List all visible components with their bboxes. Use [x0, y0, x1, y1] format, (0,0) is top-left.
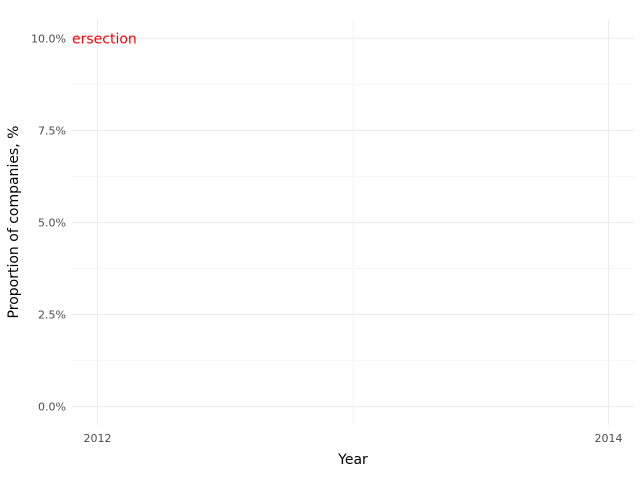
y-tick-label: 5.0%	[38, 217, 66, 230]
x-axis-title: Year	[337, 452, 368, 468]
y-axis-title: Proportion of companies, %	[6, 126, 22, 319]
y-tick-label: 10.0%	[31, 32, 66, 45]
y-tick-label: 7.5%	[38, 124, 66, 137]
y-axis-ticks: 0.0% 2.5% 5.0% 7.5% 10.0%	[31, 32, 66, 413]
y-tick-label: 2.5%	[38, 309, 66, 322]
x-tick-label: 2014	[594, 432, 622, 445]
y-tick-label: 0.0%	[38, 401, 66, 414]
grid	[72, 20, 634, 425]
annotation-label: ersection	[72, 31, 137, 47]
plot-marks: ersection	[72, 31, 137, 47]
x-axis-ticks: 2012 2014	[84, 432, 623, 445]
x-tick-label: 2012	[84, 432, 112, 445]
